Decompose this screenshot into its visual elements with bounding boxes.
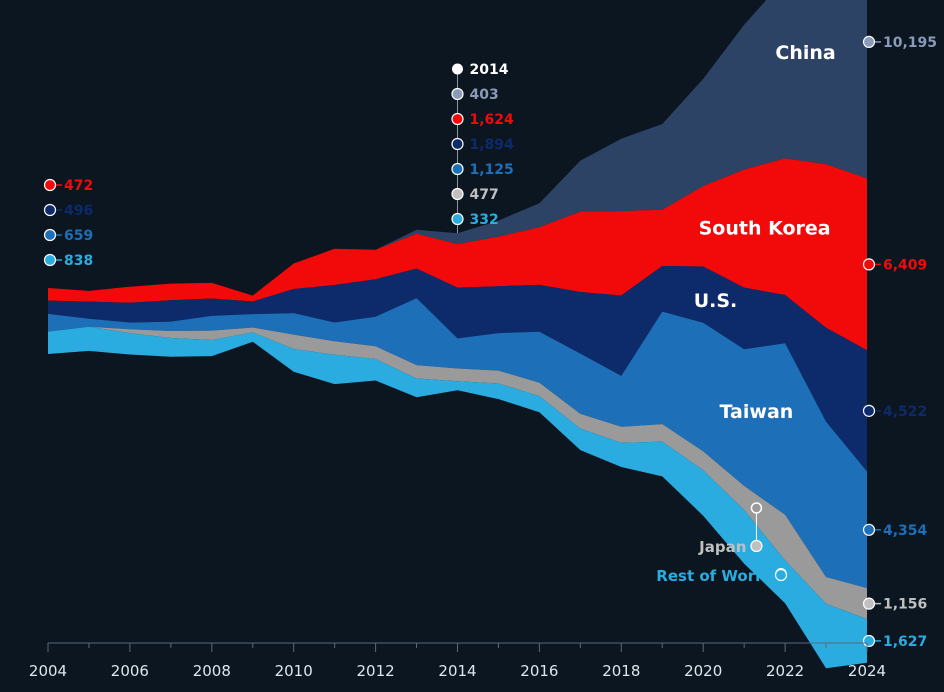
value-2004-taiwan: 659 (64, 228, 93, 244)
annotation-2024-south-korea: 6,409 (862, 257, 927, 273)
x-tick-label-2016: 2016 (520, 662, 558, 680)
marker-2004-rest-of-world (43, 253, 57, 267)
value-2024-u-s: 4,522 (883, 404, 927, 420)
area-china (48, 0, 867, 296)
value-2014-u-s: 1,894 (470, 137, 515, 153)
marker-2014-china (451, 87, 464, 101)
value-2014-japan: 477 (470, 187, 499, 203)
annotation-2024-japan: 1,156 (862, 597, 927, 613)
annotation-2004-u-s: 496 (43, 203, 93, 219)
value-2024-rest-of-world: 1,627 (883, 634, 927, 650)
x-tick-label-2010: 2010 (275, 662, 313, 680)
annotation-2014-u-s: 1,894 (451, 137, 515, 153)
annotation-2024-u-s: 4,522 (862, 404, 927, 420)
value-2004-south-korea: 472 (64, 178, 93, 194)
value-2014-south-korea: 1,624 (470, 112, 515, 128)
x-tick-label-2004: 2004 (29, 662, 67, 680)
x-tick-label-2008: 2008 (193, 662, 231, 680)
marker-2024-taiwan (862, 523, 876, 536)
label-taiwan: Taiwan (720, 401, 794, 423)
marker-2004-u-s (43, 203, 57, 217)
stream-areas (48, 0, 867, 669)
x-tick-label-2024: 2024 (848, 662, 886, 680)
marker-2014-year (452, 63, 463, 75)
area-rest-of-world (48, 326, 867, 669)
marker-2024-rest-of-world (862, 634, 876, 648)
marker-2014-south-korea (451, 112, 464, 126)
marker-2024-u-s (862, 404, 876, 417)
marker-2014-u-s (451, 137, 464, 151)
value-2024-taiwan: 4,354 (883, 523, 928, 539)
value-2024-japan: 1,156 (883, 597, 927, 613)
x-axis: 2004 2006 2008 2010 2012 2014 2016 2018 2020 2022… (29, 642, 886, 680)
annotation-2004-south-korea: 472 (43, 178, 93, 194)
annotation-2004-rest-of-world: 838 (43, 253, 93, 269)
value-2014-taiwan: 1,125 (470, 162, 514, 178)
value-2004-rest-of-world: 838 (64, 253, 93, 269)
callout-japan: Japan (698, 502, 763, 556)
marker-2014-taiwan (451, 162, 464, 176)
annotation-2014-taiwan: 1,125 (451, 162, 514, 178)
annotation-2014-china: 403 (451, 87, 499, 103)
label-china: China (775, 42, 835, 64)
label-rest-of-world: Rest of World (656, 567, 771, 585)
area-u-s (48, 266, 867, 472)
annotation-2014-rest-of-world: 332 (451, 212, 499, 228)
x-tick-label-2022: 2022 (766, 662, 804, 680)
label-japan: Japan (698, 538, 746, 556)
marker-2024-south-korea (862, 258, 876, 271)
year-2014-label: 2014 (470, 62, 509, 78)
value-annotations: 472 496 659 838 2014 403 1,624 1,894 1,125 477 332… (43, 35, 937, 650)
callout-rest-of-world: Rest of World (656, 567, 788, 585)
annotation-2024-rest-of-world: 1,627 (862, 634, 927, 650)
label-u-s: U.S. (694, 290, 738, 312)
annotation-2004-taiwan: 659 (43, 228, 93, 244)
value-2014-china: 403 (470, 87, 499, 103)
marker-2014-rest-of-world (451, 212, 464, 226)
annotation-2024-taiwan: 4,354 (862, 523, 928, 539)
annotation-2014-japan: 477 (451, 187, 499, 203)
marker-2024-japan (862, 597, 876, 610)
value-2014-rest-of-world: 332 (470, 212, 499, 228)
x-tick-label-2012: 2012 (357, 662, 395, 680)
marker-2014-japan (451, 187, 464, 201)
annotation-2024-china: 10,195 (862, 35, 937, 51)
value-2004-u-s: 496 (64, 203, 93, 219)
x-tick-label-2020: 2020 (684, 662, 722, 680)
marker-2004-taiwan (43, 228, 57, 242)
marker-2004-south-korea (43, 178, 57, 192)
area-south-korea (48, 158, 867, 351)
area-taiwan (48, 298, 867, 589)
value-2024-china: 10,195 (883, 35, 937, 51)
x-tick-label-2014: 2014 (438, 662, 476, 680)
label-south-korea: South Korea (699, 218, 831, 240)
series-labels: China South Korea U.S. Taiwan Japan Rest of W… (656, 42, 835, 585)
annotation-2014-south-korea: 1,624 (451, 112, 515, 128)
annotation-2014-year: 2014 (452, 62, 509, 234)
value-2024-south-korea: 6,409 (883, 257, 927, 273)
marker-2024-china (862, 35, 876, 48)
x-tick-label-2018: 2018 (602, 662, 640, 680)
x-tick-label-2006: 2006 (111, 662, 149, 680)
